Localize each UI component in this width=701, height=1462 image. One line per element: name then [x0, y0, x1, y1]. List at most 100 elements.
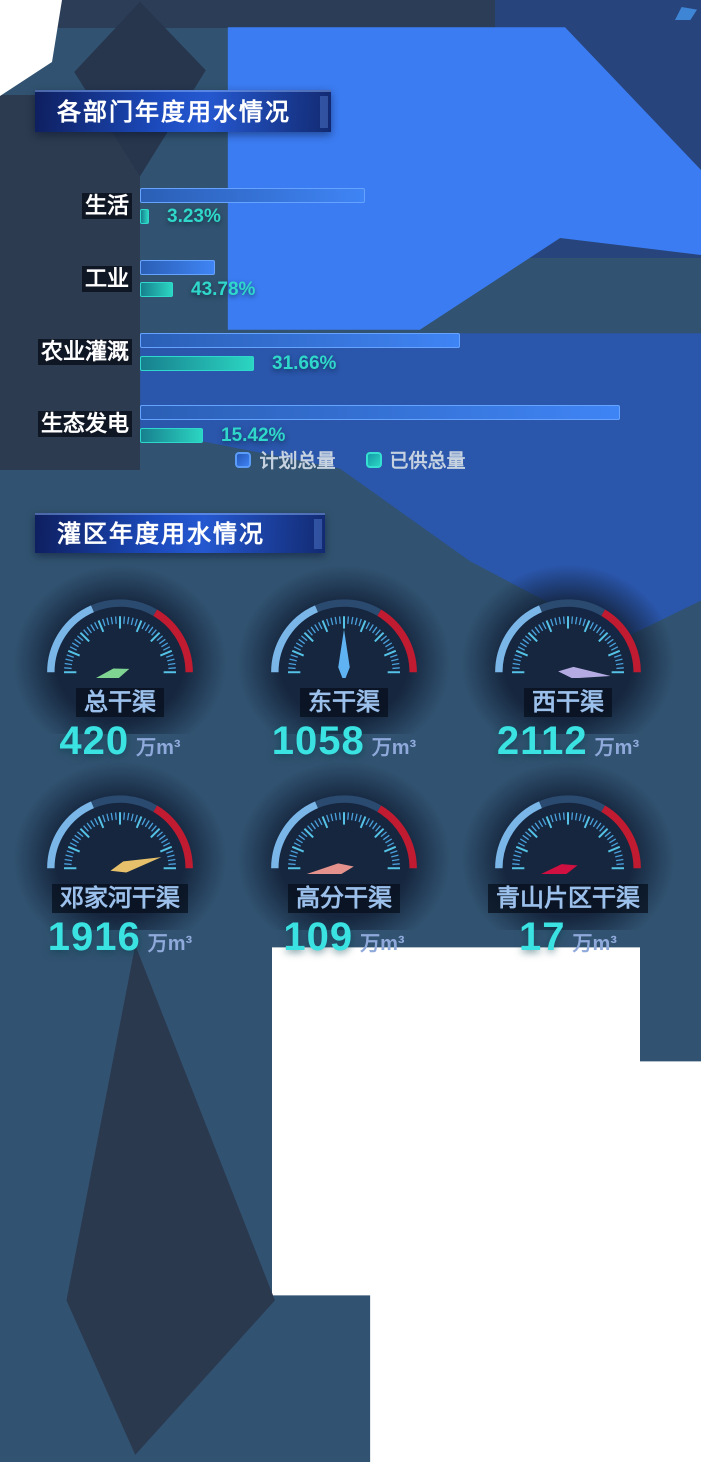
supplied-total-bar: [140, 356, 254, 371]
gauge-tick: [114, 812, 117, 820]
gauge-tick: [167, 858, 176, 862]
gauge-tick: [350, 616, 354, 625]
gauge-tick: [531, 629, 537, 636]
irrigation-gauge-grid: 总干渠 420 万m³ 东干渠 1058 万m³ 西干渠 2112 万m³ 邓家河干渠 1916 万m…: [8, 564, 680, 960]
gauge-tick: [79, 827, 90, 839]
gauge-tick: [359, 620, 367, 633]
gauge-canal-name-text: 西干渠: [524, 688, 612, 717]
gauge-tick: [86, 626, 92, 634]
category-label: 生活: [81, 193, 132, 219]
legend-label-planned: 计划总量: [259, 451, 336, 472]
category-label: 工业: [81, 265, 132, 292]
gauge-tick: [156, 831, 164, 838]
gauge-needle: [338, 629, 350, 678]
gauge-arc-segment: [495, 605, 543, 673]
gauge-tick: [151, 825, 157, 832]
gauge-tick: [130, 813, 134, 822]
gauge-tick: [64, 863, 72, 866]
gauge-tick: [534, 822, 540, 830]
gauge-tick: [512, 662, 521, 666]
gauge-arc-segment: [153, 609, 193, 673]
gauge-tick: [562, 616, 565, 624]
gauge-tick: [550, 618, 554, 627]
gauge-tick: [303, 631, 314, 643]
gauge-tick: [538, 820, 544, 828]
category-label: 生态发电: [37, 411, 132, 437]
gauge-cell: 邓家河干渠 1916 万m³: [8, 760, 232, 960]
gauge-tick: [390, 850, 398, 854]
gauge-tick: [615, 662, 624, 666]
gauge-tick: [514, 654, 522, 658]
gauge-tick: [592, 624, 598, 632]
gauge-tick: [97, 816, 105, 829]
gauge-tick: [538, 624, 544, 632]
gauge-tick: [168, 863, 176, 866]
gauge-dial: [47, 599, 193, 678]
planned-total-bar: [140, 405, 620, 420]
gauge-value-unit: 万m³: [360, 933, 405, 955]
gauge-tick: [571, 812, 574, 820]
gauge-tick: [338, 812, 341, 820]
section-title-departments: 各部门年度用水情况: [35, 90, 331, 132]
gauge-tick: [512, 863, 520, 866]
gauge-tick: [545, 620, 553, 633]
gauge-tick: [293, 842, 302, 847]
gauge-tick: [380, 831, 388, 838]
gauge-tick: [347, 616, 350, 624]
gauge-tick: [317, 622, 323, 630]
gauge-tick: [123, 616, 126, 624]
gauge-tick: [607, 845, 621, 853]
gauge-tick: [524, 831, 532, 838]
gauge-tick: [614, 850, 622, 854]
supply-ratio-label: 43.78%: [191, 279, 256, 300]
section-title-irrigation-text: 灌区年度用水情况: [57, 521, 265, 548]
gauge-tick: [314, 820, 320, 828]
gauge-tick: [159, 845, 173, 853]
gauge-tick: [589, 622, 595, 630]
gauge-arc-segment: [377, 805, 417, 869]
gauge-tick: [300, 635, 308, 642]
gauge-tick: [609, 642, 617, 648]
gauge-tick: [512, 667, 520, 670]
gauge-tick: [610, 842, 619, 847]
gauge-tick: [90, 624, 96, 632]
gauge-tick: [514, 850, 522, 854]
gauge-tick: [93, 818, 99, 826]
legend-swatch-supplied: [365, 451, 382, 468]
gauge-tick: [531, 825, 537, 832]
gauge-tick: [74, 638, 82, 645]
gauge-canal-name: 青山片区干渠: [488, 878, 648, 913]
gauge-canal-name: 西干渠: [524, 682, 612, 717]
legend-item-planned[interactable]: 计划总量: [235, 446, 336, 473]
gauge-arc-segment: [91, 795, 158, 812]
gauge-tick: [67, 845, 81, 853]
gauge-tick: [298, 638, 306, 645]
gauge-tick: [391, 658, 399, 662]
gauge-tick: [289, 854, 297, 858]
gauge-arc-segment: [601, 805, 641, 869]
gauge-tick: [102, 618, 106, 627]
gauge-tick: [374, 827, 385, 839]
gauge-tick: [596, 626, 602, 634]
gauge-arc-segment: [601, 609, 641, 673]
gauge-tick: [150, 827, 161, 839]
supplied-total-bar: [140, 209, 149, 224]
gauge-tick: [326, 814, 330, 823]
gauge-tick: [615, 658, 623, 662]
gauge-tick: [135, 816, 143, 829]
legend-item-supplied[interactable]: 已供总量: [365, 446, 466, 473]
gauge-tick: [290, 850, 298, 854]
gauge-tick: [358, 618, 362, 627]
gauge-tick: [515, 845, 529, 853]
gauge-tick: [534, 626, 540, 634]
gauge-tick: [134, 618, 138, 627]
gauge-canal-name-text: 总干渠: [76, 688, 164, 717]
gauge-needle: [110, 857, 162, 873]
gauge-arc-segment: [315, 795, 382, 812]
gauge-needle: [301, 863, 354, 874]
gauge-tick: [527, 827, 538, 839]
gauge-tick: [288, 863, 296, 866]
gauge-cell: 青山片区干渠 17 万m³: [456, 760, 680, 960]
gauge-tick: [562, 812, 565, 820]
gauge-tick: [159, 649, 173, 657]
